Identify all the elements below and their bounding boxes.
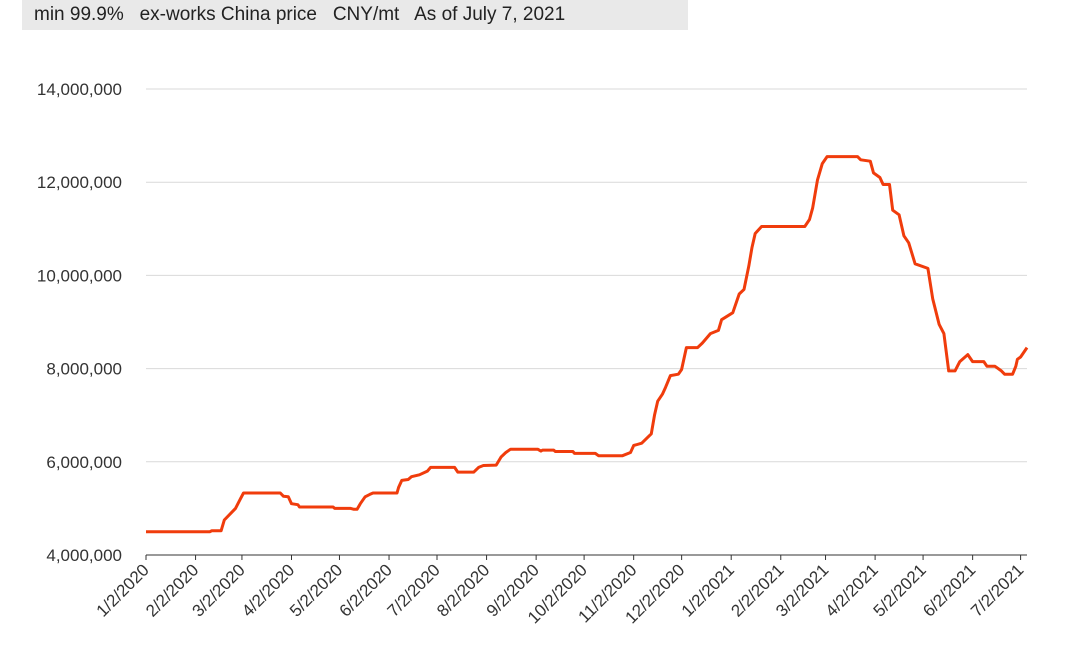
- y-tick-label: 12,000,000: [37, 173, 122, 192]
- x-tick-label: 5/2/2020: [286, 560, 346, 620]
- y-tick-label: 14,000,000: [37, 80, 122, 99]
- x-tick-label: 7/2/2020: [384, 560, 444, 620]
- y-tick-label: 8,000,000: [46, 360, 122, 379]
- price-line: [146, 155, 1029, 534]
- y-tick-label: 10,000,000: [37, 266, 122, 285]
- x-tick-label: 7/2/2021: [967, 560, 1027, 620]
- x-tick-label: 1/2/2021: [678, 560, 738, 620]
- y-tick-label: 6,000,000: [46, 453, 122, 472]
- chart-title-box: min 99.9% ex-works China price CNY/mt As…: [22, 0, 688, 30]
- y-tick-label: 4,000,000: [46, 546, 122, 565]
- x-tick-label: 5/2/2021: [870, 560, 930, 620]
- x-tick-label: 8/2/2020: [433, 560, 493, 620]
- x-tick-label: 1/2/2020: [93, 560, 153, 620]
